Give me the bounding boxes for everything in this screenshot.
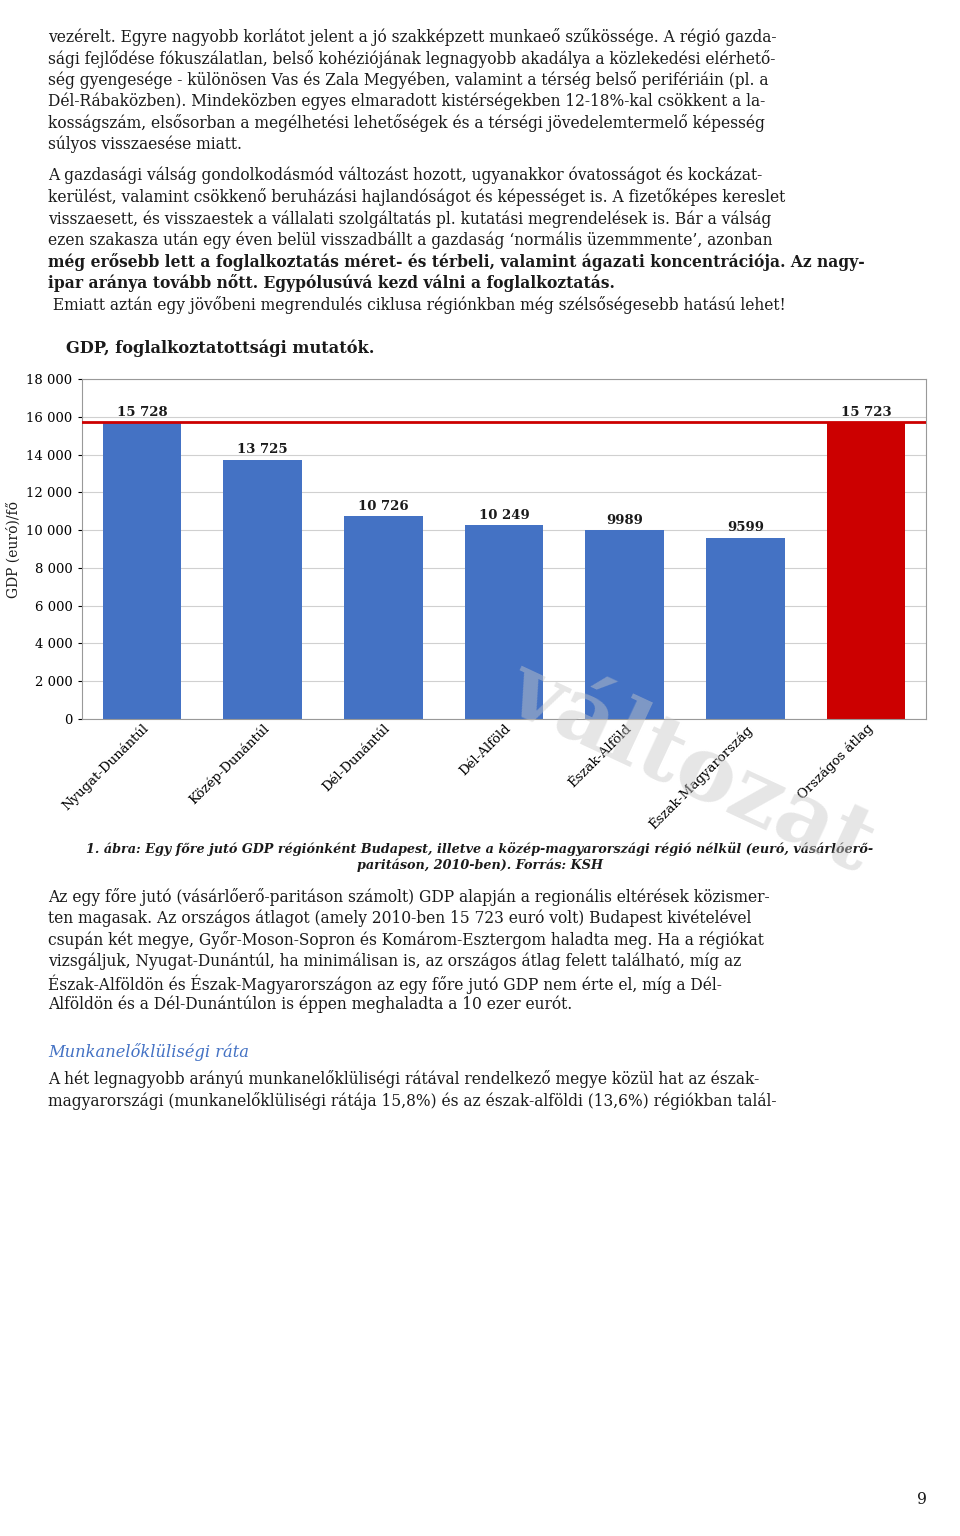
Bar [465, 525, 543, 719]
Text: paritáson, 2010-ben). Forrás: KSH: paritáson, 2010-ben). Forrás: KSH [357, 859, 603, 871]
Text: 9599: 9599 [727, 521, 764, 535]
Text: ipar aránya tovább nőtt. Egypólusúvá kezd válni a foglalkoztatás.: ipar aránya tovább nőtt. Egypólusúvá kez… [48, 275, 614, 292]
Text: Emiatt aztán egy jövőbeni megrendulés ciklusa régiónkban még szélsőségesebb hatá: Emiatt aztán egy jövőbeni megrendulés ci… [48, 296, 785, 313]
Text: magyarországi (munkanelőklüliségi rátája 15,8%) és az észak-alföldi (13,6%) régi: magyarországi (munkanelőklüliségi rátája… [48, 1092, 777, 1111]
Y-axis label: GDP (euró)/fő: GDP (euró)/fő [7, 501, 21, 598]
Text: kerülést, valamint csökkenő beruházási hajlandóságot és képességet is. A fizetők: kerülést, valamint csökkenő beruházási h… [48, 189, 785, 206]
Text: 10 726: 10 726 [358, 501, 409, 513]
Text: Dél-Rábaközben). Mindeközben egyes elmaradott kistérségekben 12-18%-kal csökkent: Dél-Rábaközben). Mindeközben egyes elmar… [48, 92, 765, 111]
Bar [103, 422, 181, 719]
Text: vezérelt. Egyre nagyobb korlátot jelent a jó szakképzett munkaeő szűkössége. A r: vezérelt. Egyre nagyobb korlátot jelent … [48, 28, 777, 46]
Text: A hét legnagyobb arányú munkanelőklüliségi rátával rendelkező megye közül hat az: A hét legnagyobb arányú munkanelőklülisé… [48, 1071, 759, 1089]
Text: Munkanelőklüliségi ráta: Munkanelőklüliségi ráta [48, 1043, 249, 1061]
Text: vizsgáljuk, Nyugat-Dunántúl, ha minimálisan is, az országos átlag felett találha: vizsgáljuk, Nyugat-Dunántúl, ha minimáli… [48, 952, 741, 971]
Text: GDP, foglalkoztatottsági mutatók.: GDP, foglalkoztatottsági mutatók. [66, 339, 374, 356]
Text: 15 723: 15 723 [841, 406, 892, 419]
Text: visszaesett, és visszaestek a vállalati szolgáltatás pl. kutatási megrendelések : visszaesett, és visszaestek a vállalati … [48, 210, 771, 227]
Bar [224, 459, 301, 719]
Text: csupán két megye, Győr-Moson-Sopron és Komárom-Esztergom haladta meg. Ha a régió: csupán két megye, Győr-Moson-Sopron és K… [48, 931, 764, 949]
Text: 9989: 9989 [607, 515, 643, 527]
Text: A gazdasági válság gondolkodásmód változást hozott, ugyanakkor óvatosságot és ko: A gazdasági válság gondolkodásmód változ… [48, 167, 762, 184]
Text: még erősebb lett a foglalkoztatás méret- és térbeli, valamint ágazati koncentrác: még erősebb lett a foglalkoztatás méret-… [48, 253, 865, 270]
Text: 13 725: 13 725 [237, 444, 288, 456]
Text: sági fejlődése fókuszálatlan, belső kohéziójának legnagyobb akadálya a közlekedé: sági fejlődése fókuszálatlan, belső kohé… [48, 49, 776, 68]
Text: Észak-Alföldön és Észak-Magyarországon az egy főre jutó GDP nem érte el, míg a D: Észak-Alföldön és Észak-Magyarországon a… [48, 974, 722, 994]
Text: 9: 9 [917, 1491, 926, 1508]
Text: kosságszám, elsősorban a megélhetési lehetőségek és a térségi jövedelemtermelő k: kosságszám, elsősorban a megélhetési leh… [48, 114, 765, 132]
Bar [827, 422, 905, 719]
Bar [586, 530, 664, 719]
Text: ezen szakasza után egy éven belül visszadbállt a gazdaság ‘normális üzemmmente’,: ezen szakasza után egy éven belül vissza… [48, 232, 778, 249]
Text: Az egy főre jutó (vásárlőerő-paritáson számolt) GDP alapján a regionális eltérés: Az egy főre jutó (vásárlőerő-paritáson s… [48, 888, 770, 906]
Text: változat: változat [495, 645, 887, 891]
Bar [344, 516, 422, 719]
Text: súlyos visszaesése miatt.: súlyos visszaesése miatt. [48, 135, 242, 154]
Text: ség gyengesége - különösen Vas és Zala Megyében, valamint a térség belső perifér: ség gyengesége - különösen Vas és Zala M… [48, 71, 769, 89]
Text: 1. ábra: Egy főre jutó GDP régiónként Budapest, illetve a közép-magyarországi ré: 1. ábra: Egy főre jutó GDP régiónként Bu… [86, 842, 874, 856]
Text: 15 728: 15 728 [116, 406, 167, 418]
Text: ten magasak. Az országos átlagot (amely 2010-ben 15 723 euró volt) Budapest kivé: ten magasak. Az országos átlagot (amely … [48, 909, 752, 928]
Text: Alföldön és a Dél-Dunántúlon is éppen meghaladta a 10 ezer eurót.: Alföldön és a Dél-Dunántúlon is éppen me… [48, 995, 572, 1014]
Text: 10 249: 10 249 [479, 508, 529, 522]
Bar [707, 538, 784, 719]
